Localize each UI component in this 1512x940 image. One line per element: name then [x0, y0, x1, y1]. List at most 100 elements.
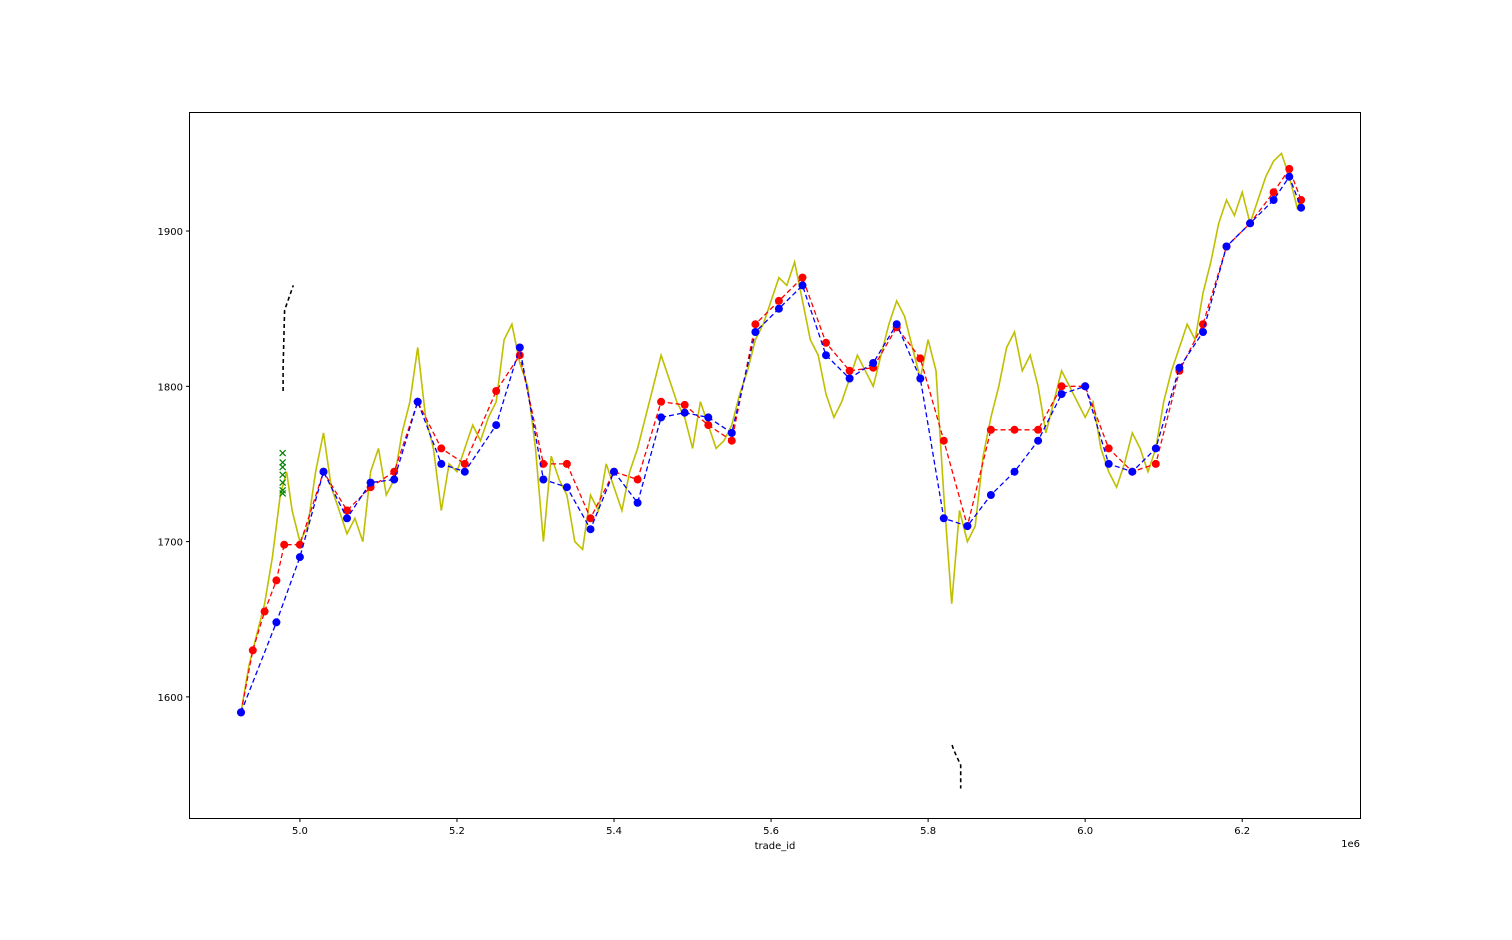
series-2-point [539, 475, 548, 484]
series-1-point [492, 387, 501, 395]
series-2-point [460, 467, 469, 476]
series-1-point [280, 540, 289, 549]
series-1-point [437, 444, 446, 453]
series-2-point [751, 328, 760, 336]
series-2-point [916, 374, 925, 383]
series-1-point [916, 354, 925, 363]
series-2-point [610, 467, 618, 476]
series-2-point [586, 525, 595, 534]
x-tick-label: 5.0 [292, 826, 308, 837]
x-tick-label: 6.2 [1234, 826, 1250, 837]
series-2-point [963, 522, 972, 531]
series-1-point [798, 273, 807, 282]
series-1-point [727, 436, 736, 445]
cross-marker [279, 471, 287, 479]
series-1-point [1151, 459, 1160, 468]
series-2-point [366, 478, 375, 487]
series-2-point [1222, 242, 1231, 251]
series-2-point [319, 467, 328, 476]
series-1-point [1104, 444, 1113, 453]
series-2-point [515, 343, 524, 352]
series-1-point [248, 646, 257, 655]
series-2-point [1034, 436, 1043, 445]
series-1-point [1285, 164, 1294, 173]
x-tick-label: 5.4 [606, 826, 622, 837]
series-2-point [704, 413, 713, 422]
band-segment-0 [282, 285, 295, 391]
band-segment-1 [951, 744, 962, 789]
x-tick-label: 5.6 [763, 826, 779, 837]
series-1-point [1010, 425, 1019, 434]
series-1-point [657, 397, 666, 406]
series-2-point [1081, 382, 1090, 391]
x-tick-label: 6.0 [1077, 826, 1093, 837]
series-2-point [798, 281, 807, 290]
series-2-point [986, 491, 995, 499]
series-1-point [633, 475, 642, 484]
series-2-point [869, 359, 878, 367]
series-1-point [845, 366, 854, 375]
series-1-point [515, 351, 524, 360]
series-1-point [680, 400, 689, 409]
series-1-point [586, 514, 595, 523]
series-1-point [1057, 382, 1066, 391]
series-1-point [1269, 188, 1278, 197]
series-2-point [727, 428, 736, 437]
series-2-point [272, 618, 281, 627]
x-tick-label: 5.2 [449, 826, 465, 837]
series-1-point [260, 607, 269, 616]
series-2-point [1057, 390, 1066, 399]
series-1-point [822, 338, 830, 347]
series-2-point [1151, 444, 1160, 453]
cross-marker [279, 490, 287, 497]
series-1-point [272, 576, 281, 585]
series-2-point [1269, 196, 1278, 204]
series-2-point [633, 498, 642, 507]
series-2-point [343, 514, 351, 523]
series-2-point [657, 413, 666, 422]
series-2-point [1199, 328, 1207, 336]
y-tick-label: 1900 [158, 227, 183, 238]
series-2-point [1175, 363, 1184, 372]
series-2-point [680, 408, 689, 417]
series-1-point [295, 540, 304, 549]
series-1-point [774, 296, 783, 305]
cross-marker [279, 458, 287, 466]
axes-frame [189, 112, 1361, 819]
series-2-point [939, 514, 948, 523]
series-1-point [939, 436, 948, 445]
y-tick-label: 1700 [158, 538, 183, 549]
series-1-point [562, 459, 571, 468]
cross-marker [279, 479, 287, 487]
series-1-point [343, 506, 351, 515]
series-2-point [1246, 219, 1255, 228]
x-axis-offset-label: 1e6 [1341, 839, 1360, 850]
series-2-point [437, 459, 446, 468]
series-2-point [1010, 467, 1019, 476]
y-tick-label: 1800 [158, 382, 183, 393]
series-2-point [845, 374, 854, 383]
series-2-point [892, 320, 901, 329]
series-line-0 [240, 151, 1302, 713]
series-2-point [295, 553, 304, 562]
series-1-point [1034, 425, 1043, 434]
y-tick-label: 1600 [158, 693, 183, 704]
series-2-point [562, 483, 571, 492]
series-2-point [1128, 467, 1137, 476]
series-1-point [751, 320, 760, 329]
series-2-point [1285, 172, 1294, 181]
y-axis-ticks: 1600 1700 1800 1900 [158, 227, 190, 704]
cross-marker [279, 449, 287, 457]
x-axis-ticks: 5.0 5.2 5.4 5.6 5.8 6.0 6.2 [292, 818, 1250, 837]
series-2-point [390, 475, 399, 484]
cross-marker [279, 486, 287, 494]
series-2-point [413, 397, 422, 406]
series-2-point [237, 708, 245, 717]
series-2-point [822, 351, 830, 360]
x-tick-label: 5.8 [920, 826, 936, 837]
x-axis-label: trade_id [755, 841, 796, 852]
series-2-point [1104, 459, 1113, 468]
series-1-point [460, 459, 469, 468]
